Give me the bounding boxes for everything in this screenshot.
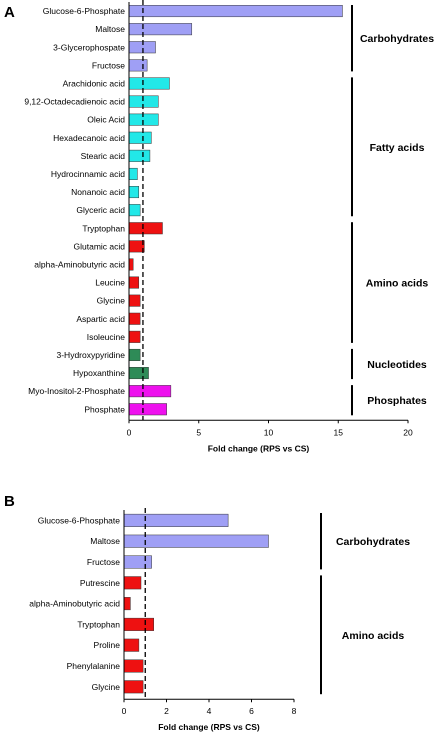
group-label: Carbohydrates: [336, 536, 410, 548]
bar: [128, 95, 159, 108]
x-tick-label: 6: [249, 706, 254, 716]
bar: [128, 113, 159, 126]
bar: [128, 312, 141, 325]
group-label: Carbohydrates: [360, 33, 434, 45]
category-label: Aspartic acid: [76, 314, 125, 324]
category-label: Fructose: [92, 60, 125, 70]
bar: [128, 204, 141, 217]
bar: [128, 41, 156, 54]
bar: [123, 638, 140, 652]
category-label: Tryptophan: [77, 619, 120, 629]
category-label: Nonanoic acid: [71, 187, 125, 197]
category-label: Glycine: [97, 296, 126, 306]
bar: [128, 59, 148, 72]
category-label: Maltose: [95, 24, 125, 34]
category-label: 9,12-Octadecadienoic acid: [24, 97, 125, 107]
category-label: alpha-Aminobutyric acid: [34, 259, 125, 269]
bar: [123, 597, 131, 611]
x-tick-label: 8: [292, 706, 297, 716]
bar: [128, 240, 145, 253]
category-label: Arachidonic acid: [63, 78, 126, 88]
bar: [123, 555, 152, 569]
category-label: Hypoxanthine: [73, 368, 125, 378]
category-label: Glyceric acid: [76, 205, 125, 215]
category-label: Hexadecanoic acid: [53, 133, 125, 143]
category-label: Tryptophan: [82, 223, 125, 233]
x-axis-label: Fold change (RPS vs CS): [208, 443, 310, 453]
bar: [128, 403, 167, 416]
bar: [128, 131, 152, 144]
x-tick-label: 0: [127, 427, 132, 437]
x-tick-label: 10: [264, 427, 274, 437]
category-label: Hydrocinnamic acid: [51, 169, 125, 179]
panel-label: B: [4, 493, 15, 510]
x-tick-label: 4: [207, 706, 212, 716]
category-label: Fructose: [87, 557, 120, 567]
x-tick-label: 2: [164, 706, 169, 716]
x-axis-label: Fold change (RPS vs CS): [158, 722, 260, 732]
bar: [128, 5, 343, 18]
group-label: Phosphates: [367, 395, 427, 407]
category-label: Myo-Inositol-2-Phosphate: [28, 386, 125, 396]
bar: [123, 576, 142, 590]
bar: [123, 617, 154, 631]
x-tick-label: 5: [196, 427, 201, 437]
x-tick-label: 0: [122, 706, 127, 716]
category-label: Glucose-6-Phosphate: [38, 515, 120, 525]
group-label: Amino acids: [366, 278, 429, 290]
category-label: Glucose-6-Phosphate: [43, 6, 125, 16]
bar: [128, 258, 134, 271]
bar: [128, 348, 141, 361]
bar: [123, 680, 144, 694]
category-label: Oleic Acid: [87, 115, 125, 125]
bar: [128, 276, 140, 289]
group-label: Nucleotides: [367, 359, 427, 371]
category-label: alpha-Aminobutyric acid: [29, 599, 120, 609]
category-label: Glutamic acid: [74, 241, 126, 251]
category-label: Phenylalanine: [67, 661, 121, 671]
category-label: 3-Hydroxypyridine: [57, 350, 126, 360]
category-label: Leucine: [95, 278, 125, 288]
bar: [128, 222, 163, 235]
category-label: Maltose: [90, 536, 120, 546]
bar: [128, 367, 149, 380]
x-tick-label: 20: [403, 427, 413, 437]
group-label: Fatty acids: [370, 142, 425, 154]
bar: [128, 385, 172, 398]
bar: [128, 330, 141, 343]
panel-label: A: [4, 4, 15, 21]
category-label: Proline: [94, 640, 121, 650]
category-label: Isoleucine: [87, 332, 126, 342]
category-label: Stearic acid: [81, 151, 126, 161]
bar: [123, 513, 229, 527]
group-label: Amino acids: [342, 630, 405, 642]
bar: [128, 149, 151, 162]
category-label: 3-Glycerophospate: [53, 42, 125, 52]
category-label: Putrescine: [80, 578, 120, 588]
bar: [128, 77, 170, 90]
bar: [128, 23, 193, 36]
bar: [123, 659, 144, 673]
category-label: Phosphate: [84, 404, 125, 414]
bar: [128, 294, 141, 307]
bar: [128, 167, 138, 180]
x-tick-label: 15: [334, 427, 344, 437]
category-label: Glycine: [92, 682, 121, 692]
bar: [128, 186, 140, 199]
